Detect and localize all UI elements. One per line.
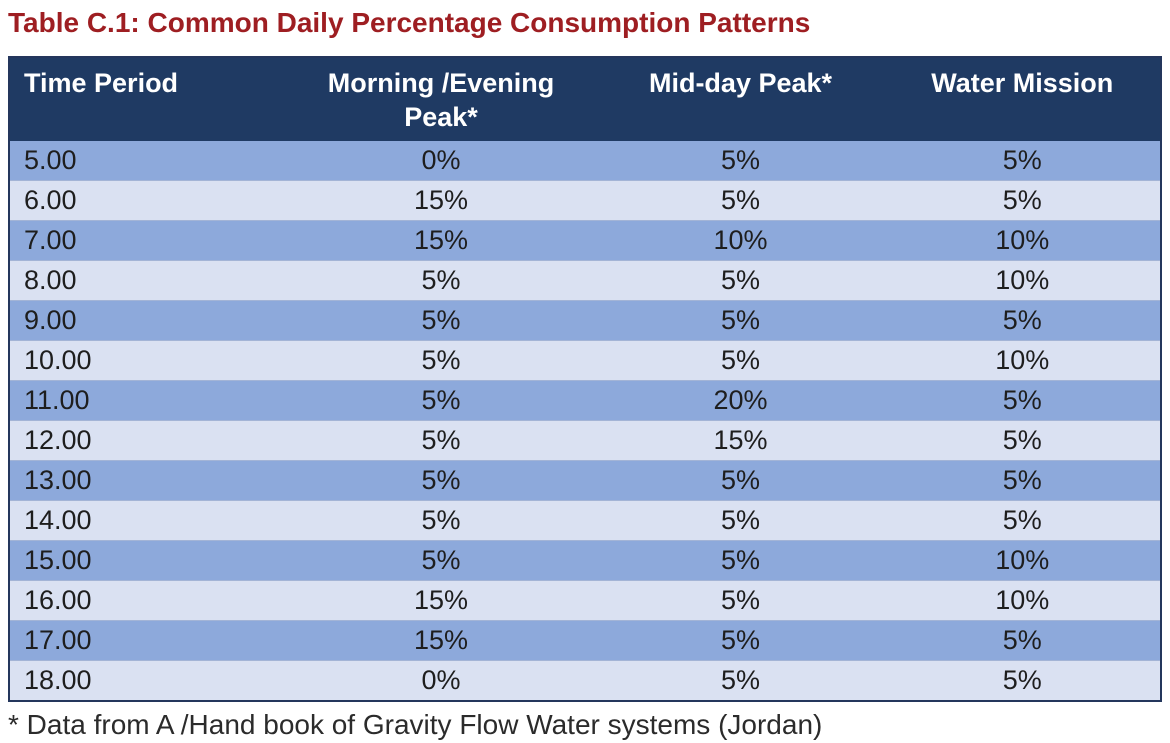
table-row: 15.00 5% 5% 10% xyxy=(9,540,1161,581)
cell-water-mission: 10% xyxy=(884,260,1161,301)
cell-time: 15.00 xyxy=(9,540,286,581)
cell-water-mission: 5% xyxy=(884,300,1161,341)
cell-time: 13.00 xyxy=(9,460,286,501)
cell-midday-peak: 5% xyxy=(596,460,885,501)
table-row: 8.00 5% 5% 10% xyxy=(9,260,1161,301)
cell-midday-peak: 5% xyxy=(596,180,885,221)
cell-time: 11.00 xyxy=(9,380,286,421)
cell-morning-peak: 5% xyxy=(285,420,597,461)
table-row: 16.00 15% 5% 10% xyxy=(9,580,1161,621)
cell-morning-peak: 15% xyxy=(285,180,597,221)
cell-morning-peak: 15% xyxy=(285,580,597,621)
cell-midday-peak: 10% xyxy=(596,220,885,261)
cell-midday-peak: 5% xyxy=(596,660,885,701)
cell-midday-peak: 5% xyxy=(720,144,761,175)
column-header-midday-peak: Mid-day Peak* xyxy=(596,57,885,141)
cell-midday-peak: 5% xyxy=(596,500,885,541)
table-row: 13.00 5% 5% 5% xyxy=(9,460,1161,501)
cell-midday-peak: 5% xyxy=(596,620,885,661)
cell-morning-peak: 5% xyxy=(285,460,597,501)
table-row: 10.00 5% 5% 10% xyxy=(9,340,1161,381)
table-row: 18.00 0% 5% 5% xyxy=(9,660,1161,701)
consumption-table: Time Period Morning /Evening Peak* Mid-d… xyxy=(8,56,1162,702)
footnote: * Data from A /Hand book of Gravity Flow… xyxy=(8,708,823,740)
table-row: 17.00 15% 5% 5% xyxy=(9,620,1161,661)
cell-water-mission: 10% xyxy=(884,220,1161,261)
cell-midday-peak: 5% xyxy=(596,300,885,341)
table-row: 12.00 5% 15% 5% xyxy=(9,420,1161,461)
cell-time: 9.00 xyxy=(9,300,286,341)
column-header-morning-evening: Morning /Evening Peak* xyxy=(285,57,597,141)
cell-midday-peak: 5% xyxy=(596,580,885,621)
table-header-row: Time Period Morning /Evening Peak* Mid-d… xyxy=(9,57,1161,141)
table-row: 11.00 5% 20% 5% xyxy=(9,380,1161,421)
cell-water-mission: 5% xyxy=(884,380,1161,421)
cell-midday-peak: 20% xyxy=(596,380,885,421)
cell-midday-peak: 5% xyxy=(596,540,885,581)
cell-water-mission: 5% xyxy=(884,620,1161,661)
cell-water-mission: 5% xyxy=(884,660,1161,701)
cell-morning-peak: 15% xyxy=(285,620,597,661)
cell-water-mission: 10% xyxy=(884,580,1161,621)
cell-water-mission: 5% xyxy=(1002,144,1042,175)
cell-morning-peak: 15% xyxy=(285,220,597,261)
cell-morning-peak: 0% xyxy=(285,660,597,701)
cell-morning-peak: 0% xyxy=(421,144,461,175)
cell-midday-peak: 5% xyxy=(596,260,885,301)
cell-time: 17.00 xyxy=(9,620,286,661)
cell-morning-peak: 5% xyxy=(285,500,597,541)
cell-time: 8.00 xyxy=(9,260,286,301)
cell-water-mission: 5% xyxy=(884,460,1161,501)
cell-water-mission: 5% xyxy=(884,500,1161,541)
cell-time: 18.00 xyxy=(9,660,286,701)
cell-time: 16.00 xyxy=(9,580,286,621)
cell-water-mission: 5% xyxy=(884,180,1161,221)
table-row: 6.00 15% 5% 5% xyxy=(9,180,1161,221)
cell-morning-peak: 5% xyxy=(285,300,597,341)
cell-time: 7.00 xyxy=(9,220,286,261)
cell-midday-peak: 15% xyxy=(596,420,885,461)
table-caption: Table C.1: Common Daily Percentage Consu… xyxy=(8,7,811,38)
cell-water-mission: 10% xyxy=(884,340,1161,381)
table-row: 7.00 15% 10% 10% xyxy=(9,220,1161,261)
column-header-time-period: Time Period xyxy=(9,57,286,141)
cell-time: 6.00 xyxy=(9,180,286,221)
table-row: 5.00 0% 5% 5% xyxy=(9,140,1161,181)
cell-time: 10.00 xyxy=(9,340,286,381)
cell-morning-peak: 5% xyxy=(285,380,597,421)
cell-morning-peak: 5% xyxy=(285,540,597,581)
cell-morning-peak: 5% xyxy=(285,260,597,301)
column-header-water-mission: Water Mission xyxy=(884,57,1161,141)
cell-water-mission: 5% xyxy=(884,420,1161,461)
cell-time: 5.00 xyxy=(24,144,77,175)
cell-time: 14.00 xyxy=(9,500,286,541)
table-row: 9.00 5% 5% 5% xyxy=(9,300,1161,341)
cell-time: 12.00 xyxy=(9,420,286,461)
cell-water-mission: 10% xyxy=(884,540,1161,581)
table-row: 14.00 5% 5% 5% xyxy=(9,500,1161,541)
cell-midday-peak: 5% xyxy=(596,340,885,381)
cell-morning-peak: 5% xyxy=(285,340,597,381)
